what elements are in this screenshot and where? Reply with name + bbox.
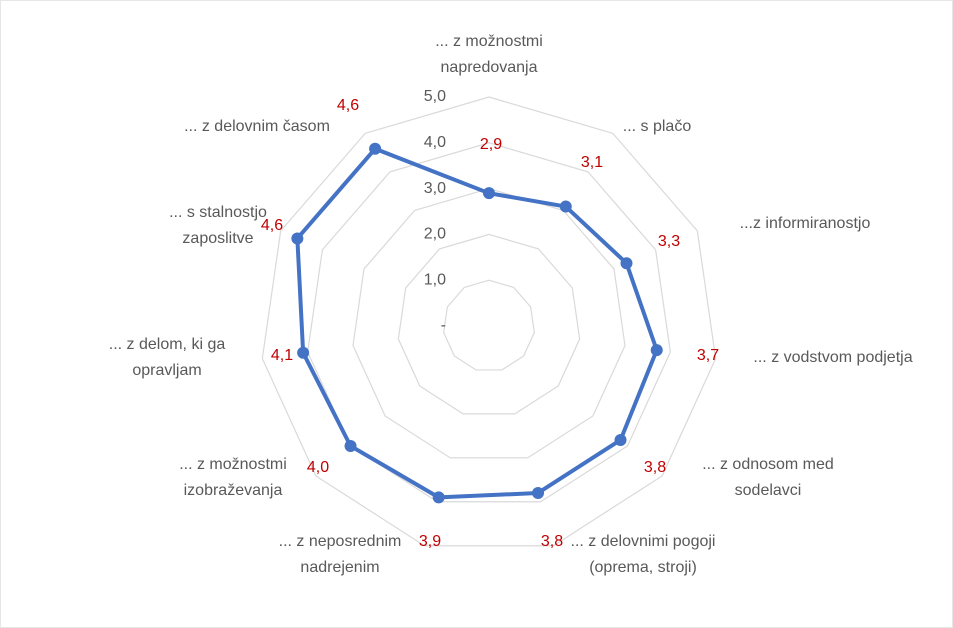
data-point <box>291 232 304 245</box>
grid-line <box>397 233 581 415</box>
data-label: 4,0 <box>307 459 329 476</box>
data-label: 3,7 <box>697 347 719 364</box>
grid-line <box>352 187 626 459</box>
grid-line <box>443 279 535 371</box>
category-label: ... s plačo <box>622 118 692 135</box>
category-label: ... z odnosom med sodelavci <box>702 456 834 499</box>
axis-tick-label: 2,0 <box>424 226 446 243</box>
axis-tick-label: 1,0 <box>424 271 446 288</box>
data-point <box>650 344 663 357</box>
category-label: ... z vodstvom podjetja <box>753 349 913 366</box>
axis-tick-label: 4,0 <box>424 134 446 151</box>
grid-line <box>261 96 717 547</box>
axis-tick-label: - <box>441 317 446 334</box>
data-label: 3,1 <box>581 154 603 171</box>
category-label: ... z delom, ki ga opravljam <box>108 336 226 379</box>
series-line <box>295 146 659 500</box>
data-point <box>620 257 633 270</box>
data-point <box>344 439 357 452</box>
category-label: ... z možnostmi napredovanja <box>435 33 543 76</box>
data-point <box>559 200 572 213</box>
data-label: 3,8 <box>541 533 563 550</box>
data-point <box>297 346 310 359</box>
category-label: ... z delovnim časom <box>184 118 330 135</box>
data-label: 2,9 <box>480 136 502 153</box>
axis-tick-label: 3,0 <box>424 180 446 197</box>
category-label: ... z delovnimi pogoji (oprema, stroji) <box>570 533 716 576</box>
category-label: ... z možnostmi izobraževanja <box>179 456 287 499</box>
data-point <box>614 433 627 446</box>
data-label: 4,1 <box>271 347 293 364</box>
axis-tick-label: 5,0 <box>424 88 446 105</box>
grid-line <box>307 142 671 503</box>
data-label: 3,8 <box>644 459 666 476</box>
data-point <box>369 142 382 155</box>
data-label: 4,6 <box>337 97 359 114</box>
category-label: ... s stalnostjo zaposlitve <box>169 204 267 247</box>
data-point <box>483 187 495 200</box>
data-point <box>532 486 545 499</box>
category-label: ... z neposrednim nadrejenim <box>278 533 402 576</box>
data-label: 3,9 <box>419 533 441 550</box>
category-label: ...z informiranostjo <box>739 215 871 232</box>
data-label: 4,6 <box>261 217 283 234</box>
data-point <box>432 491 445 504</box>
data-label: 3,3 <box>658 233 680 250</box>
